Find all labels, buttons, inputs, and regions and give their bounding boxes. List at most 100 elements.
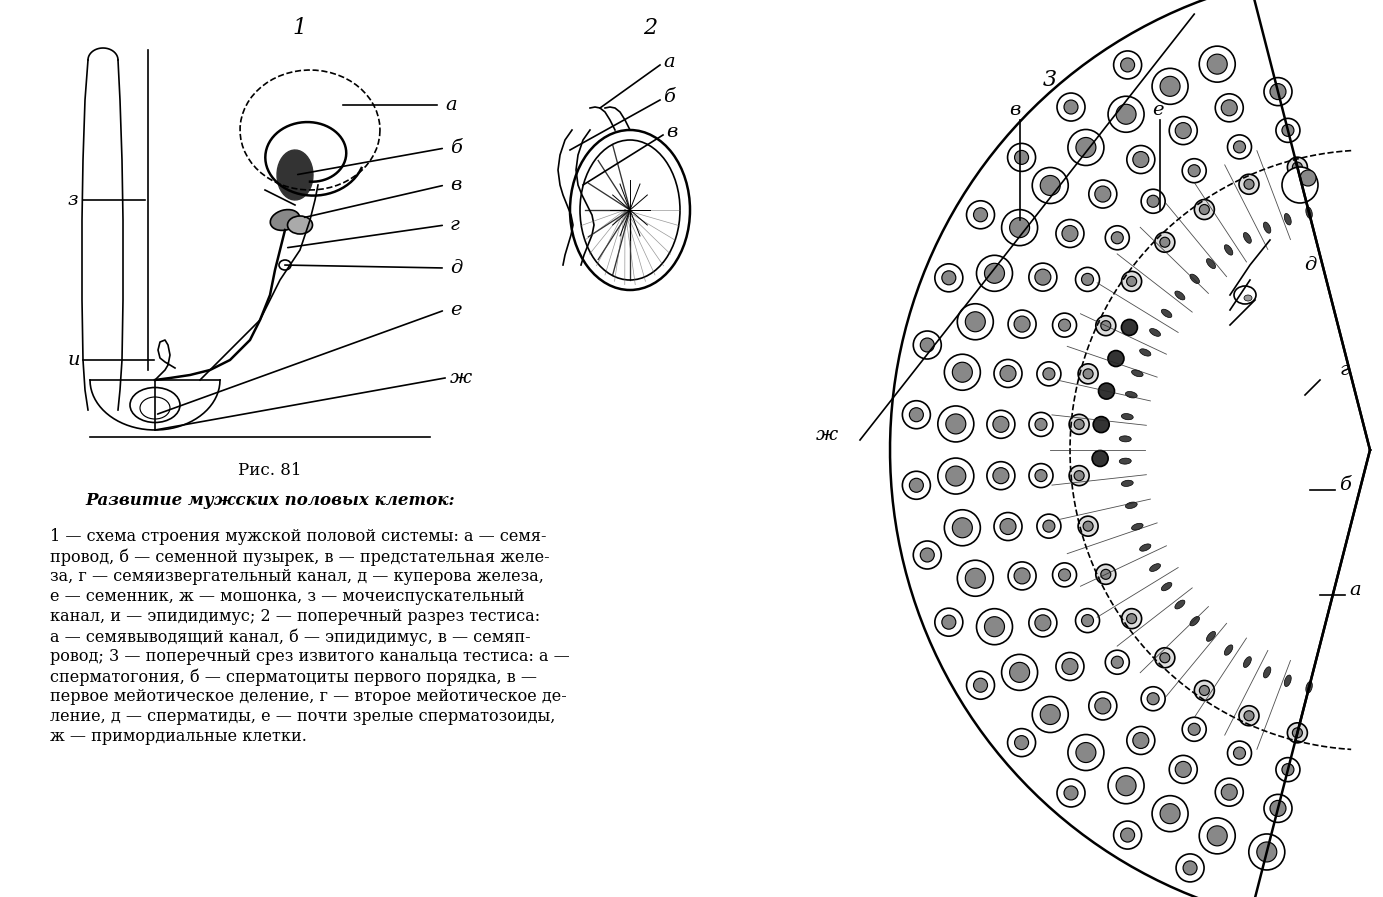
Ellipse shape <box>1224 245 1232 255</box>
Circle shape <box>1029 609 1057 637</box>
Circle shape <box>1292 162 1303 172</box>
Circle shape <box>1043 368 1055 379</box>
Circle shape <box>1034 269 1051 285</box>
Ellipse shape <box>1149 328 1160 336</box>
Text: в: в <box>667 123 678 141</box>
Ellipse shape <box>1285 675 1292 686</box>
Circle shape <box>1032 697 1068 733</box>
Ellipse shape <box>1264 222 1271 233</box>
Circle shape <box>1076 137 1095 158</box>
Circle shape <box>1292 727 1303 738</box>
Circle shape <box>1277 118 1300 143</box>
Circle shape <box>976 609 1012 645</box>
Circle shape <box>1239 706 1259 726</box>
Ellipse shape <box>1306 682 1312 693</box>
Circle shape <box>1216 779 1243 806</box>
Circle shape <box>1182 159 1206 183</box>
Circle shape <box>1228 135 1252 159</box>
Ellipse shape <box>1131 370 1144 377</box>
Circle shape <box>1120 828 1134 842</box>
Circle shape <box>1288 157 1307 178</box>
Circle shape <box>1182 718 1206 741</box>
Circle shape <box>1277 758 1300 781</box>
Ellipse shape <box>1206 631 1216 641</box>
Circle shape <box>1221 784 1238 800</box>
Circle shape <box>902 401 931 429</box>
Ellipse shape <box>1131 523 1144 530</box>
Circle shape <box>1199 46 1235 83</box>
Ellipse shape <box>1264 666 1271 678</box>
Circle shape <box>1169 117 1198 144</box>
Ellipse shape <box>1122 414 1133 420</box>
Text: ж — примордиальные клетки.: ж — примордиальные клетки. <box>50 728 307 745</box>
Text: 1: 1 <box>293 17 307 39</box>
Circle shape <box>1155 232 1174 252</box>
Text: ление, д — сперматиды, е — почти зрелые сперматозоиды,: ление, д — сперматиды, е — почти зрелые … <box>50 708 556 725</box>
Circle shape <box>942 271 956 285</box>
Circle shape <box>1105 650 1130 675</box>
Circle shape <box>1076 608 1099 632</box>
Circle shape <box>1079 364 1098 384</box>
Text: 1 — схема строения мужской половой системы: а — семя-: 1 — схема строения мужской половой систе… <box>50 528 546 545</box>
Circle shape <box>1095 564 1116 584</box>
Ellipse shape <box>1243 295 1252 301</box>
Circle shape <box>1037 514 1061 538</box>
Ellipse shape <box>1306 207 1312 219</box>
Circle shape <box>1064 786 1077 800</box>
Circle shape <box>1000 518 1017 535</box>
Circle shape <box>1069 414 1090 434</box>
Circle shape <box>1160 237 1170 248</box>
Circle shape <box>1082 614 1094 627</box>
Circle shape <box>1120 58 1134 72</box>
Circle shape <box>1057 779 1086 807</box>
Circle shape <box>1257 842 1277 862</box>
Circle shape <box>967 201 994 229</box>
Circle shape <box>1108 96 1144 132</box>
Ellipse shape <box>1140 349 1151 356</box>
Circle shape <box>994 360 1022 388</box>
Circle shape <box>1008 144 1036 171</box>
Circle shape <box>1141 189 1164 213</box>
Circle shape <box>1101 320 1111 331</box>
Circle shape <box>1152 796 1188 832</box>
Circle shape <box>1088 692 1117 720</box>
Circle shape <box>1076 743 1095 762</box>
Circle shape <box>1032 168 1068 204</box>
Circle shape <box>1000 365 1017 381</box>
Ellipse shape <box>1162 582 1171 591</box>
Circle shape <box>1264 78 1292 106</box>
Circle shape <box>1160 76 1180 96</box>
Circle shape <box>974 208 987 222</box>
Circle shape <box>1234 141 1246 152</box>
Circle shape <box>1093 450 1108 466</box>
Ellipse shape <box>1243 657 1252 667</box>
Text: д: д <box>449 259 462 277</box>
Circle shape <box>1249 834 1285 870</box>
Circle shape <box>1127 727 1155 754</box>
Circle shape <box>1075 471 1084 481</box>
Circle shape <box>1147 692 1159 705</box>
Circle shape <box>1034 470 1047 482</box>
Text: з: з <box>68 191 79 209</box>
Circle shape <box>1014 316 1030 332</box>
Ellipse shape <box>1243 232 1252 243</box>
Circle shape <box>1133 733 1149 748</box>
Circle shape <box>1188 165 1200 177</box>
Circle shape <box>1108 768 1144 804</box>
Circle shape <box>1176 762 1191 778</box>
Circle shape <box>1127 276 1137 286</box>
Circle shape <box>1068 735 1104 771</box>
Text: б: б <box>449 139 462 157</box>
Circle shape <box>1034 614 1051 631</box>
Ellipse shape <box>1174 291 1185 300</box>
Circle shape <box>1095 186 1111 202</box>
Circle shape <box>913 541 942 569</box>
Ellipse shape <box>1224 645 1232 656</box>
Circle shape <box>1188 723 1200 736</box>
Circle shape <box>1207 54 1227 74</box>
Circle shape <box>1228 741 1252 765</box>
Text: б: б <box>1339 476 1351 494</box>
Circle shape <box>994 512 1022 541</box>
Circle shape <box>1029 464 1052 488</box>
Circle shape <box>1014 568 1030 584</box>
